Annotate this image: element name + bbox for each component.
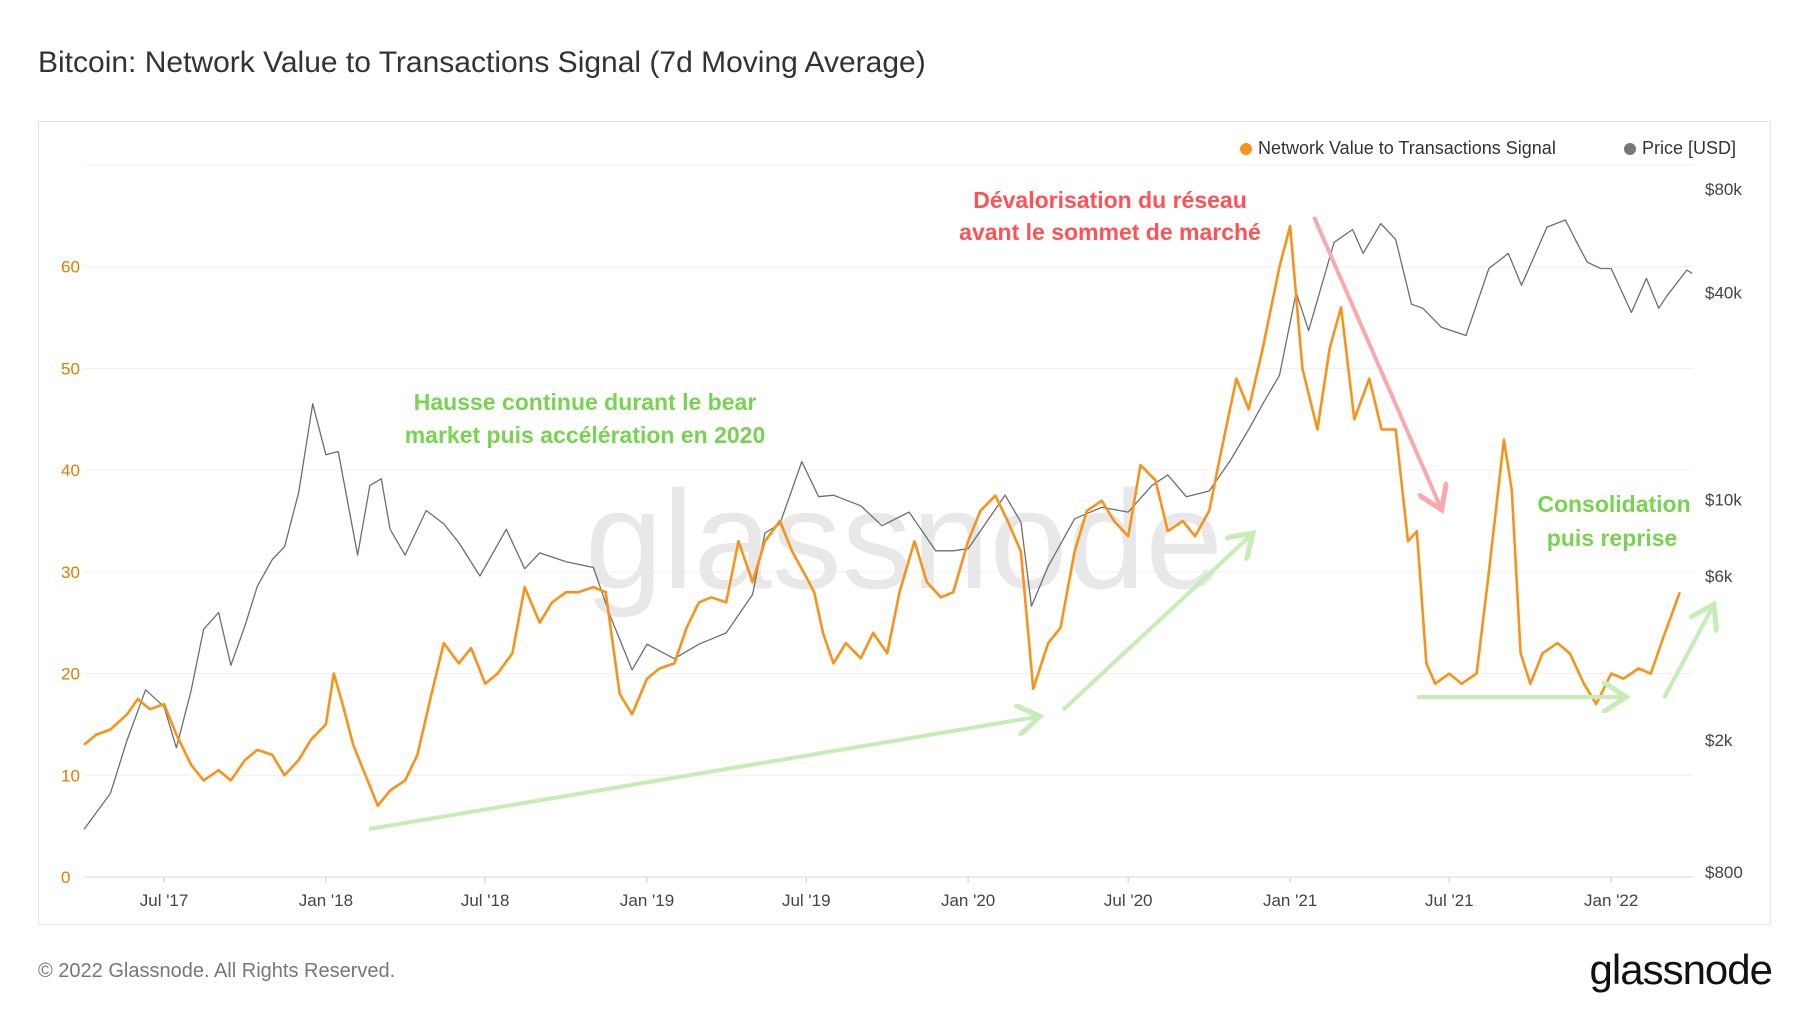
x-tick-label: Jan '19	[620, 891, 674, 910]
x-tick-label: Jul '20	[1104, 891, 1153, 910]
annotation-arrows	[368, 216, 1712, 831]
x-tick-label: Jan '20	[941, 891, 995, 910]
x-tick-label: Jul '21	[1425, 891, 1474, 910]
chart-title: Bitcoin: Network Value to Transactions S…	[38, 46, 926, 79]
y-right-tick-label: $2k	[1705, 731, 1733, 750]
x-tick-label: Jan '22	[1584, 891, 1638, 910]
arrow-green-accel	[1061, 536, 1250, 712]
legend-dot-gray-icon	[1624, 142, 1636, 155]
legend-item-price[interactable]: Price [USD]	[1624, 138, 1736, 159]
x-tick-label: Jul '19	[782, 891, 831, 910]
y-left-tick-label: 60	[61, 258, 80, 277]
y-right-tick-label: $6k	[1705, 567, 1733, 586]
annotation-green-1-line1: Hausse continue durant le bear	[414, 389, 757, 415]
annotation-green-1-line2: market puis accélération en 2020	[405, 422, 766, 448]
y-left-tick-label: 20	[61, 665, 80, 684]
annotation-red-line1: Dévalorisation du réseau	[973, 187, 1247, 213]
legend-dot-orange-icon	[1240, 142, 1252, 155]
arrow-red-down	[1312, 216, 1440, 506]
price-series-line	[83, 219, 1693, 830]
nvts-series-line	[83, 224, 1682, 808]
y-left-tick-label: 0	[61, 868, 70, 887]
y-right-tick-label: $80k	[1705, 180, 1742, 199]
y-left-tick-label: 50	[61, 359, 80, 378]
glassnode-logo: glassnode	[1589, 946, 1773, 993]
y-left-tick-label: 30	[61, 563, 80, 582]
arrow-green-up	[1662, 608, 1712, 699]
y-right-tick-label: $10k	[1705, 491, 1742, 510]
y-left-tick-label: 40	[61, 461, 80, 480]
x-tick-label: Jan '18	[299, 891, 353, 910]
legend-label: Network Value to Transactions Signal	[1258, 138, 1556, 158]
annotation-red-line2: avant le sommet de marché	[959, 219, 1261, 245]
x-tick-label: Jan '21	[1263, 891, 1317, 910]
watermark: glassnode	[585, 461, 1223, 618]
legend-label: Price [USD]	[1642, 138, 1737, 158]
chart-frame	[38, 121, 1771, 925]
annotation-green-2-line2: puis reprise	[1547, 525, 1677, 551]
legend-item-nvts[interactable]: Network Value to Transactions Signal	[1240, 138, 1556, 159]
copyright: © 2022 Glassnode. All Rights Reserved.	[38, 960, 396, 982]
x-tick-label: Jul '17	[140, 891, 189, 910]
annotation-green-2-line1: Consolidation	[1537, 491, 1690, 517]
arrow-green-long	[368, 717, 1036, 831]
y-right-tick-label: $800	[1705, 863, 1743, 882]
x-tick-label: Jul '18	[461, 891, 510, 910]
y-right-tick-label: $40k	[1705, 284, 1742, 303]
y-left-tick-label: 10	[61, 766, 80, 785]
